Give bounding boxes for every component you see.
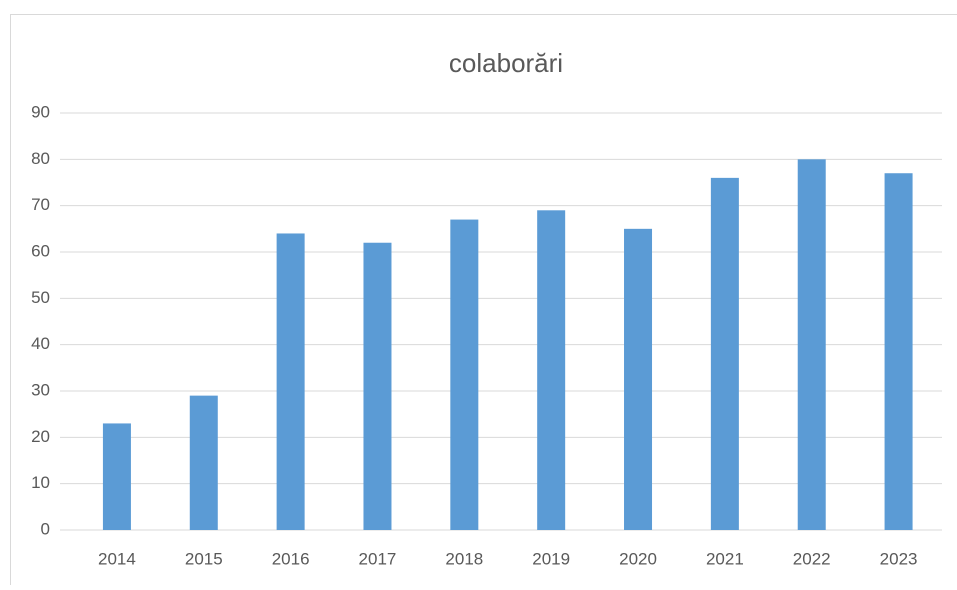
- bar: [798, 159, 826, 530]
- x-tick-label: 2015: [185, 549, 223, 568]
- bar: [190, 396, 218, 530]
- x-tick-label: 2019: [532, 549, 570, 568]
- y-tick-label: 90: [31, 102, 50, 121]
- y-tick-label: 20: [31, 427, 50, 446]
- chart-title: colaborări: [449, 48, 563, 78]
- y-tick-label: 70: [31, 195, 50, 214]
- x-tick-label: 2016: [272, 549, 310, 568]
- x-tick-label: 2023: [880, 549, 918, 568]
- bar: [711, 178, 739, 530]
- x-tick-label: 2014: [98, 549, 136, 568]
- bar: [624, 229, 652, 530]
- bar: [277, 233, 305, 530]
- bar: [450, 220, 478, 530]
- bar: [885, 173, 913, 530]
- y-tick-label: 40: [31, 334, 50, 353]
- y-tick-label: 60: [31, 241, 50, 260]
- y-tick-label: 30: [31, 380, 50, 399]
- y-tick-label: 0: [41, 519, 50, 538]
- bar: [537, 210, 565, 530]
- bar: [103, 423, 131, 530]
- y-tick-label: 80: [31, 149, 50, 168]
- y-tick-label: 10: [31, 473, 50, 492]
- x-tick-label: 2021: [706, 549, 744, 568]
- x-tick-label: 2017: [359, 549, 397, 568]
- x-tick-label: 2022: [793, 549, 831, 568]
- x-tick-label: 2020: [619, 549, 657, 568]
- y-tick-label: 50: [31, 288, 50, 307]
- x-tick-label: 2018: [445, 549, 483, 568]
- bar: [363, 243, 391, 530]
